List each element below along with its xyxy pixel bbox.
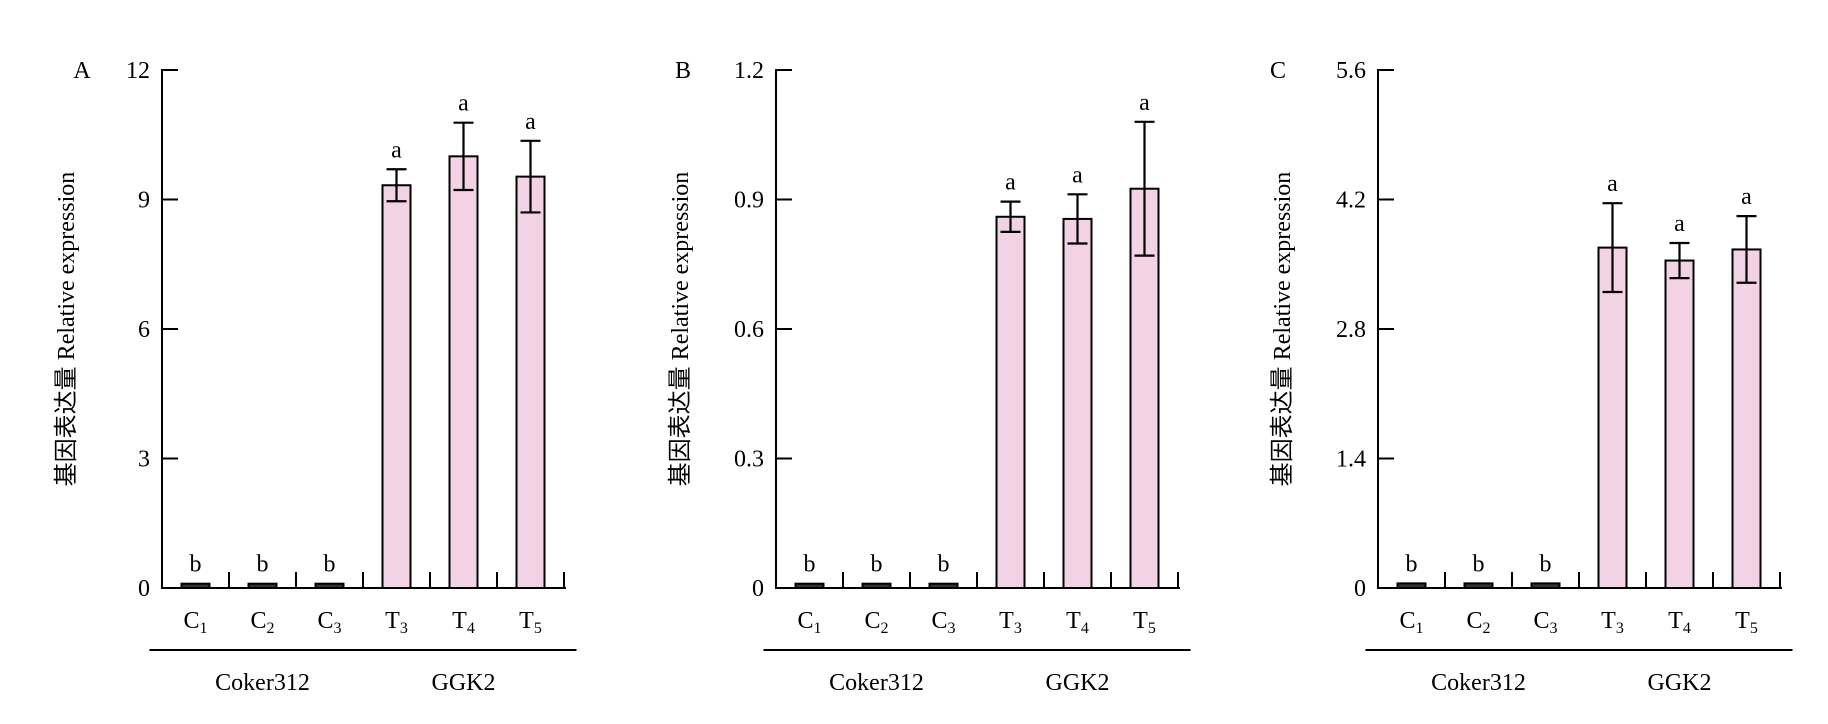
y-tick-label: 2.8 [1336, 317, 1366, 343]
y-axis-label: 基因表达量 Relative expression [667, 172, 694, 487]
chart-panel-b: B 基因表达量 Relative expression 0 0.3 0.6 0.9 1.2 b… [667, 58, 1191, 696]
group-label: GGK2 [432, 670, 496, 696]
panel-label: A [73, 58, 91, 84]
significance-label: b [190, 552, 202, 578]
group-label: GGK2 [1046, 670, 1110, 696]
group-label: GGK2 [1648, 670, 1712, 696]
significance-label: b [938, 552, 950, 578]
y-axis-label: 基因表达量 Relative expression [53, 172, 80, 487]
x-tick-label: T3 [999, 608, 1022, 637]
x-tick-label: T5 [1735, 608, 1758, 637]
x-tick-label: C3 [931, 608, 955, 637]
chart-panel-c: C 基因表达量 Relative expression 0 1.4 2.8 4.2 5.6 b… [1269, 58, 1793, 696]
significance-label: b [1406, 551, 1418, 577]
y-tick-label: 0.6 [734, 317, 764, 343]
y-tick-label: 6 [138, 317, 150, 343]
x-tick-label: T3 [385, 608, 408, 637]
bar [448, 155, 479, 589]
bar [247, 582, 278, 590]
x-tick-label: T4 [1668, 608, 1691, 637]
x-tick-label: C3 [317, 608, 341, 637]
y-tick-label: 1.2 [734, 58, 764, 84]
y-tick-label: 12 [126, 58, 150, 84]
y-tick-label: 0.9 [734, 188, 764, 214]
y-tick-label: 9 [138, 188, 150, 214]
x-tick-label: C3 [1533, 608, 1557, 637]
significance-label: a [1741, 184, 1752, 210]
bar [180, 582, 211, 590]
panel-label: C [1270, 58, 1286, 84]
bar [1396, 582, 1427, 589]
y-tick-label: 1.4 [1336, 447, 1366, 473]
y-tick-label: 0 [138, 576, 150, 602]
group-label: Coker312 [215, 670, 310, 696]
bar [381, 184, 412, 589]
x-tick-label: T5 [1133, 608, 1156, 637]
x-tick-label: C2 [864, 608, 888, 637]
y-tick-label: 5.6 [1336, 58, 1366, 84]
significance-label: a [1072, 162, 1083, 188]
y-tick-label: 4.2 [1336, 188, 1366, 214]
y-tick-label: 0 [1354, 576, 1366, 602]
group-label: Coker312 [1431, 670, 1526, 696]
bar [515, 175, 546, 589]
significance-label: b [257, 552, 269, 578]
x-tick-label: T4 [1066, 608, 1089, 637]
significance-label: b [1473, 551, 1485, 577]
y-tick-label: 0.3 [734, 447, 764, 473]
significance-label: b [1540, 551, 1552, 577]
bar [861, 582, 892, 590]
bar [794, 582, 825, 590]
bar [1664, 259, 1695, 589]
bar [1463, 582, 1494, 589]
x-tick-label: T4 [452, 608, 475, 637]
bar [1731, 248, 1762, 589]
bar [1530, 582, 1561, 589]
x-tick-label: T5 [519, 608, 542, 637]
bar [928, 582, 959, 590]
significance-label: a [1139, 90, 1150, 116]
significance-label: b [871, 552, 883, 578]
y-tick-label: 0 [752, 576, 764, 602]
panel-label: B [675, 58, 691, 84]
group-label: Coker312 [829, 670, 924, 696]
bar [314, 582, 345, 590]
bar [995, 215, 1026, 589]
chart-panel-a: A 基因表达量 Relative expression 0 3 6 9 12 b C1 b C2 b C… [53, 58, 577, 696]
significance-label: a [1674, 211, 1685, 237]
x-tick-label: T3 [1601, 608, 1624, 637]
significance-label: a [458, 91, 469, 117]
significance-label: a [525, 109, 536, 135]
significance-label: b [804, 552, 816, 578]
bar [1597, 246, 1628, 589]
y-tick-label: 3 [138, 447, 150, 473]
significance-label: a [391, 137, 402, 163]
x-tick-label: C1 [797, 608, 821, 637]
x-tick-label: C2 [1466, 608, 1490, 637]
y-axis-label: 基因表达量 Relative expression [1269, 172, 1296, 487]
x-tick-label: C1 [1399, 608, 1423, 637]
significance-label: a [1607, 171, 1618, 197]
significance-label: b [324, 552, 336, 578]
significance-label: a [1005, 170, 1016, 196]
x-tick-label: C2 [250, 608, 274, 637]
x-tick-label: C1 [183, 608, 207, 637]
bar [1062, 217, 1093, 590]
